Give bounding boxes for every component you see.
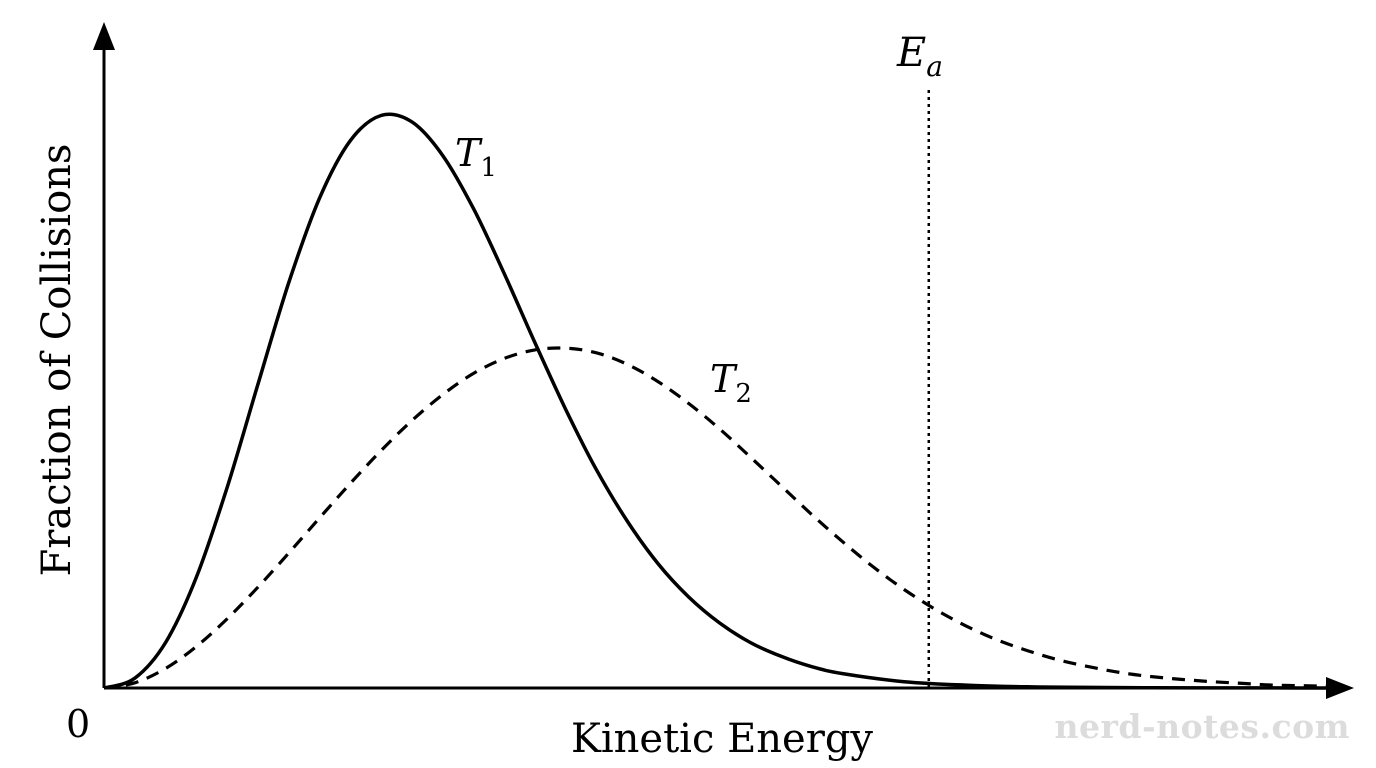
y-axis-label: Fraction of Collisions — [34, 144, 80, 577]
x-axis-label: Kinetic Energy — [571, 716, 873, 762]
origin-label: 0 — [66, 702, 90, 746]
series-t1-line — [103, 112, 1336, 690]
series-t1-label: T1 — [455, 131, 497, 183]
watermark: nerd-notes.com — [1054, 707, 1350, 746]
series-t2-label: T2 — [710, 357, 752, 409]
y-axis-arrow-icon — [93, 22, 115, 50]
x-axis-arrow-icon — [1326, 677, 1354, 699]
activation-energy-label: Ea — [896, 30, 943, 83]
series-t2-line — [103, 346, 1336, 690]
